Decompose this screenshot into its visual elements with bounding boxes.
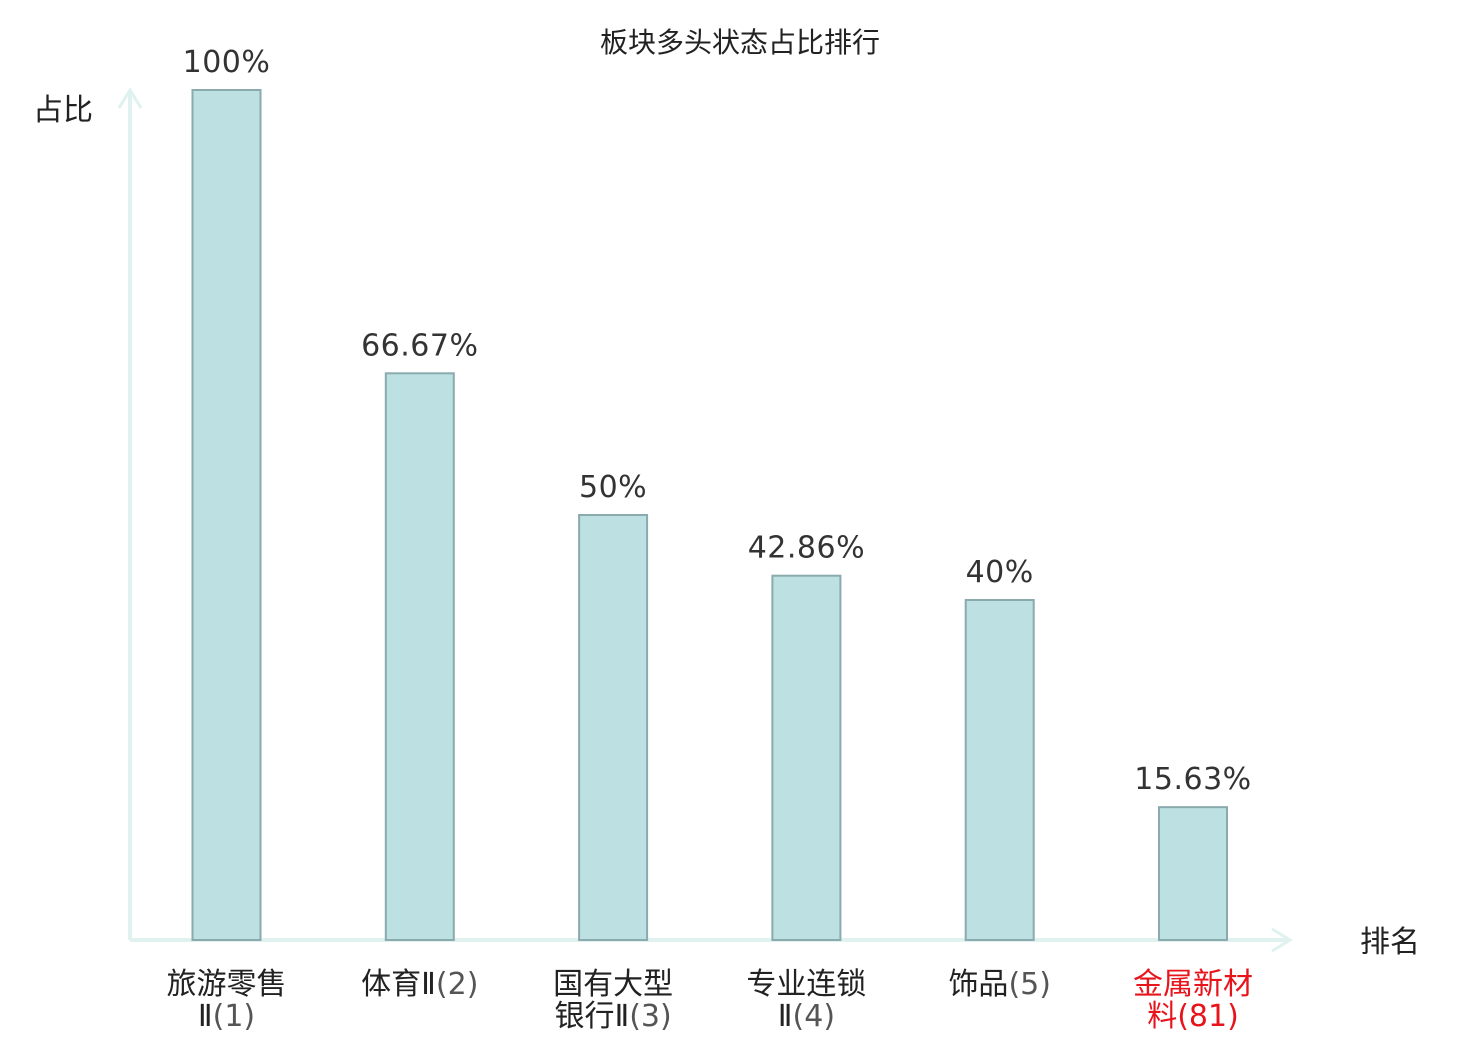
x-tick-label: 体育Ⅱ(2) (361, 967, 478, 1002)
x-axis-label: 排名 (1360, 925, 1420, 960)
tick-label-prefix: 料 (1147, 999, 1177, 1034)
tick-label-prefix: 饰品 (948, 967, 1008, 1002)
bar (191, 89, 262, 941)
tick-label-rank-line: 体育Ⅱ(2) (361, 967, 478, 1002)
tick-label-line: 金属新材 (1133, 967, 1253, 1002)
y-axis (117, 87, 143, 940)
x-tick-label: 饰品(5) (948, 967, 1050, 1002)
bar (578, 514, 649, 941)
tick-label-prefix: Ⅱ (778, 999, 793, 1034)
tick-label-rank-line: Ⅱ(1) (198, 999, 255, 1034)
data-label: 100% (183, 45, 271, 80)
data-label: 50% (579, 470, 647, 505)
chart-title: 板块多头状态占比排行 (600, 26, 880, 59)
tick-label-rank: (5) (1008, 967, 1050, 1002)
bar (771, 574, 842, 941)
bar (384, 372, 455, 941)
data-label: 40% (966, 555, 1034, 590)
tick-label-rank: (2) (436, 967, 479, 1002)
bar (1158, 806, 1228, 942)
tick-label-line: 专业连锁 (746, 967, 866, 1002)
data-label: 42.86% (748, 531, 865, 566)
tick-label-rank-line: Ⅱ(4) (778, 999, 835, 1034)
tick-label-prefix: Ⅱ (198, 999, 213, 1034)
tick-label-line: 国有大型 (553, 967, 673, 1002)
y-axis-label: 占比 (33, 93, 93, 128)
tick-label-rank: (81) (1177, 999, 1239, 1034)
tick-label-line: 旅游零售 (167, 967, 287, 1002)
bars (191, 89, 1228, 942)
value-labels: 100% 66.67% 50% 42.86% 40% 15.63% (183, 45, 1252, 797)
data-label: 66.67% (361, 328, 478, 363)
tick-label-rank: (1) (213, 999, 256, 1034)
tick-label-prefix: 体育Ⅱ (361, 967, 436, 1002)
tick-label-prefix: 银行Ⅱ (554, 999, 629, 1034)
tick-label-rank: (3) (629, 999, 672, 1034)
data-label: 15.63% (1134, 762, 1251, 797)
tick-label-rank-line: 银行Ⅱ(3) (554, 999, 671, 1034)
tick-label-rank-line: 料(81) (1147, 999, 1239, 1034)
tick-label-rank: (4) (793, 999, 836, 1034)
x-axis (130, 927, 1293, 953)
tick-label-rank-line: 饰品(5) (948, 967, 1050, 1002)
bar (964, 599, 1035, 941)
